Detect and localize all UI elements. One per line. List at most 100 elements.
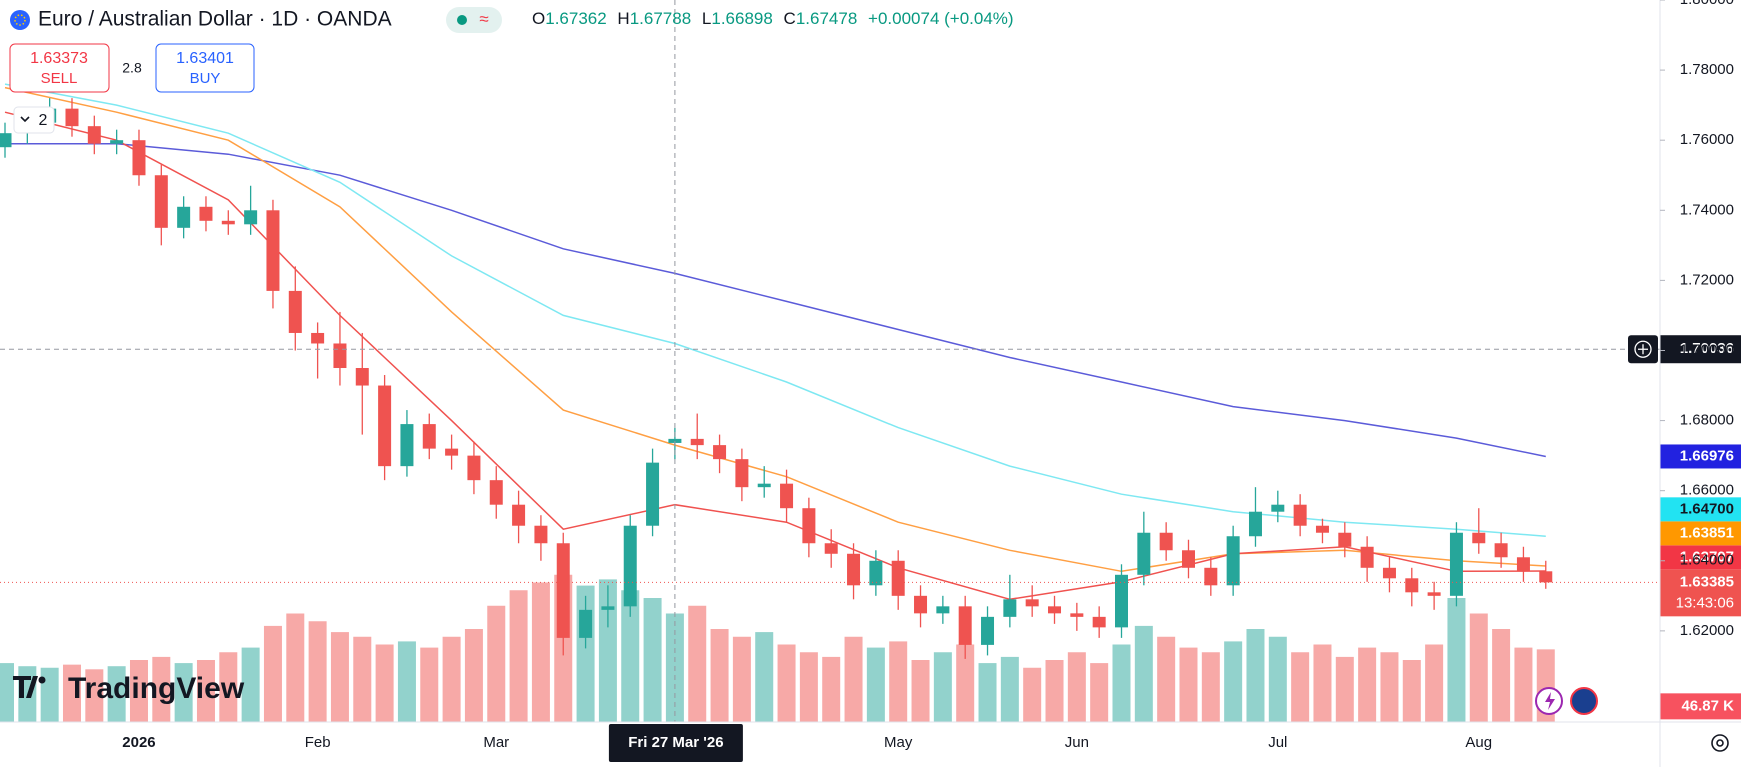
candle-body (623, 525, 637, 607)
candle-body (132, 140, 146, 176)
candle-body (824, 543, 838, 554)
volume-bar (531, 582, 550, 722)
candle-body (601, 606, 615, 610)
volume-bar (1313, 644, 1332, 722)
indicators-toggle-box[interactable] (13, 106, 55, 134)
flag-icon[interactable] (1570, 687, 1598, 715)
volume-bar (308, 621, 327, 722)
sell-price[interactable]: 1.63373 (30, 50, 88, 67)
symbol-icon-stars (14, 14, 26, 26)
candle-body (1115, 574, 1128, 628)
candle-body (1181, 550, 1195, 568)
volume-value-box (1660, 693, 1741, 720)
ma-value-box (1660, 444, 1741, 469)
x-tick-label: Feb (305, 734, 331, 751)
ohlc-label: C (784, 9, 796, 28)
moving-average (4, 83, 1546, 537)
candle-body (668, 438, 682, 443)
status-badge (446, 7, 502, 33)
candle-body (512, 504, 526, 526)
candle-body (333, 343, 347, 369)
candle-body (936, 606, 950, 614)
candle-body (713, 445, 727, 460)
volume-bar (442, 636, 461, 722)
candle-body (1048, 606, 1062, 614)
candle-body (802, 508, 816, 544)
candle-body (1315, 525, 1329, 533)
volume-bar (219, 652, 238, 722)
buy-button[interactable]: 1.63401 BUY (155, 43, 255, 93)
candle-body (311, 332, 325, 344)
logo-dot (38, 676, 46, 684)
volume-bar (978, 663, 997, 722)
moving-average (5, 142, 1546, 458)
candle-body (288, 290, 302, 333)
crosshair-plus (1634, 340, 1652, 358)
status-icon: ≈ (479, 9, 488, 28)
volume-bar (241, 647, 260, 722)
volume-bar (1067, 652, 1086, 722)
candle-body (757, 483, 771, 488)
candle-body (110, 140, 124, 144)
y-tick-label: 1.66000 (1680, 482, 1734, 499)
settings-icon-inner[interactable] (1716, 739, 1724, 747)
candle-body (1070, 613, 1084, 617)
spread: 2.8 (122, 60, 142, 76)
last-price-box (1660, 569, 1741, 617)
candle-body (646, 462, 660, 526)
y-tick-label: 1.74000 (1680, 201, 1734, 218)
volume-bar (1157, 636, 1176, 722)
indicators-toggle[interactable]: 2 (13, 106, 55, 134)
volume-bar (1000, 656, 1019, 722)
candle-body (1092, 616, 1106, 628)
volume-bar (509, 590, 528, 722)
volume-bar (822, 656, 841, 722)
indicators-count[interactable]: 2 (39, 112, 48, 129)
volume-bar (688, 605, 707, 722)
chevron[interactable] (20, 116, 30, 123)
volume-bar (263, 625, 282, 722)
candle-body (1271, 504, 1285, 512)
volume-bar (1358, 647, 1377, 722)
candle-body (534, 525, 548, 544)
candle-body (1516, 557, 1530, 572)
volume-bar (1090, 663, 1109, 722)
sell-label[interactable]: SELL (41, 70, 78, 87)
volume-bar (1492, 629, 1511, 722)
volume-bar (1268, 636, 1287, 722)
candle-body (199, 206, 213, 221)
volume-bar (643, 598, 662, 722)
candle-body (891, 560, 905, 596)
settings-icon[interactable] (1711, 734, 1729, 752)
volume-bar (196, 660, 215, 722)
crosshair-price-box (1660, 335, 1741, 364)
x-tick-label: 2026 (122, 734, 155, 751)
sell-button[interactable]: 1.63373 SELL (9, 43, 110, 93)
volume-bar (1134, 625, 1153, 722)
volume-bar (286, 613, 305, 722)
ma-value-label: 1.64700 (1680, 500, 1734, 517)
volume-bar (598, 579, 617, 722)
candle-body (1204, 567, 1218, 586)
lightning[interactable] (1545, 692, 1555, 710)
candle-body (780, 483, 794, 509)
candle-body (355, 368, 369, 386)
volume-bar (1224, 641, 1243, 722)
x-tick-label: Jun (1065, 734, 1089, 751)
buy-label[interactable]: BUY (190, 70, 221, 87)
x-tick-label: Aug (1465, 734, 1492, 751)
volume-bar (1425, 644, 1444, 722)
symbol-title: Euro / Australian Dollar · 1D · OANDA (38, 8, 392, 31)
volume-bar (777, 644, 796, 722)
sell-box[interactable] (9, 43, 110, 93)
candle-body (445, 448, 459, 456)
candle-body (1382, 567, 1396, 579)
candle-body (847, 553, 861, 586)
volume-bar (420, 647, 439, 722)
buy-price[interactable]: 1.63401 (176, 50, 234, 67)
buy-box[interactable] (155, 43, 255, 93)
candle-body (221, 220, 235, 225)
volume-bar (710, 629, 729, 722)
